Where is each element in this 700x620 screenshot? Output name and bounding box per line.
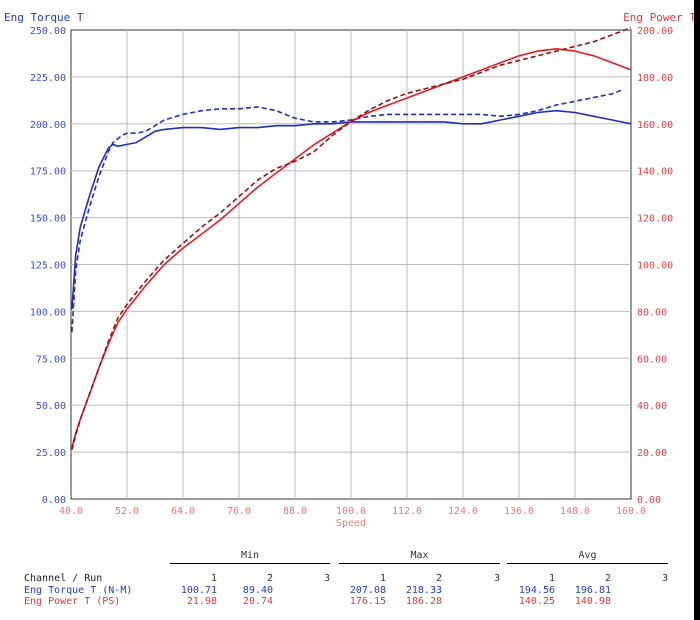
- stat-value: 21.98: [186, 596, 217, 607]
- y-left-tick-label: 0.00: [42, 495, 66, 506]
- stat-value: 20.74: [242, 596, 273, 607]
- run-header: 3: [323, 573, 330, 584]
- y-left-tick-label: 200.00: [30, 120, 66, 131]
- x-tick-label: 160.0: [616, 506, 646, 517]
- y-right-tick-label: 0.00: [637, 495, 661, 506]
- y-left-tick-label: 150.00: [30, 214, 66, 225]
- x-axis-title: Speed: [336, 518, 366, 529]
- run-header: 2: [604, 573, 611, 584]
- y-left-tick-label: 175.00: [30, 167, 66, 178]
- stat-value: 89.40: [242, 585, 273, 596]
- y-right-tick-label: 120.00: [637, 214, 673, 225]
- stats-group-rule: [339, 563, 500, 564]
- y-left-tick-label: 25.00: [36, 448, 66, 459]
- x-tick-label: 52.0: [115, 506, 139, 517]
- x-tick-label: 76.0: [227, 506, 251, 517]
- channel-label: Eng Torque T (N-M): [24, 585, 133, 596]
- stats-group-rule: [170, 563, 330, 564]
- run-header: 1: [379, 573, 386, 584]
- run-header: 3: [661, 573, 668, 584]
- stat-value: 140.25: [518, 596, 555, 607]
- y-left-tick-label: 125.00: [30, 261, 66, 272]
- stats-group-label: Max: [410, 550, 429, 561]
- y-right-tick-label: 60.00: [637, 354, 667, 365]
- stat-value: 196.81: [574, 585, 611, 596]
- y-right-tick-label: 140.00: [637, 167, 673, 178]
- y-left-tick-label: 50.00: [36, 401, 66, 412]
- x-tick-label: 124.0: [448, 506, 478, 517]
- y-right-tick-label: 80.00: [637, 307, 667, 318]
- y-right-tick-label: 180.00: [637, 73, 673, 84]
- run-header: 2: [435, 573, 442, 584]
- y-right-tick-label: 200.00: [637, 26, 673, 37]
- run-header: 2: [266, 573, 273, 584]
- stats-group-rule: [507, 563, 668, 564]
- x-tick-label: 40.0: [59, 506, 83, 517]
- x-tick-label: 136.0: [504, 506, 534, 517]
- x-tick-label: 112.0: [392, 506, 422, 517]
- stat-value: 218.33: [405, 585, 442, 596]
- left-axis-title: Eng Torque T: [4, 11, 84, 24]
- stats-group-label: Min: [240, 550, 260, 561]
- run-header: 3: [493, 573, 500, 584]
- stats-group-label: Avg: [578, 550, 597, 561]
- channel-run-header: Channel / Run: [24, 573, 103, 584]
- torque-power-chart: 40.0 52.0 64.0 76.0 88.0 100.0 112.0 124.0 136.0…: [30, 26, 673, 529]
- stat-value: 186.28: [405, 596, 442, 607]
- stat-value: 140.98: [574, 596, 611, 607]
- y-right-tick-label: 40.00: [637, 401, 667, 412]
- stat-value: 100.71: [180, 585, 217, 596]
- series-line: [71, 47, 632, 448]
- stat-value: 194.56: [518, 585, 555, 596]
- y-left-tick-label: 225.00: [30, 73, 66, 84]
- y-left-tick-label: 75.00: [36, 354, 66, 365]
- y-right-tick-label: 20.00: [637, 448, 667, 459]
- run-header: 1: [548, 573, 555, 584]
- y-left-tick-label: 250.00: [30, 26, 66, 37]
- y-right-tick-label: 100.00: [637, 261, 673, 272]
- y-left-tick-label: 100.00: [30, 307, 66, 318]
- window-edge: [694, 0, 700, 620]
- stat-value: 207.08: [349, 585, 386, 596]
- channel-label: Eng Power T (PS): [24, 596, 121, 607]
- x-tick-label: 100.0: [336, 506, 366, 517]
- series-line: [71, 109, 632, 310]
- x-tick-label: 148.0: [560, 506, 590, 517]
- y-right-tick-label: 160.00: [637, 120, 673, 131]
- right-axis-title: Eng Power T: [623, 11, 696, 24]
- x-tick-label: 88.0: [283, 506, 307, 517]
- run-header: 1: [210, 573, 217, 584]
- x-tick-label: 64.0: [171, 506, 195, 517]
- series-line: [71, 26, 632, 451]
- stat-value: 176.15: [349, 596, 386, 607]
